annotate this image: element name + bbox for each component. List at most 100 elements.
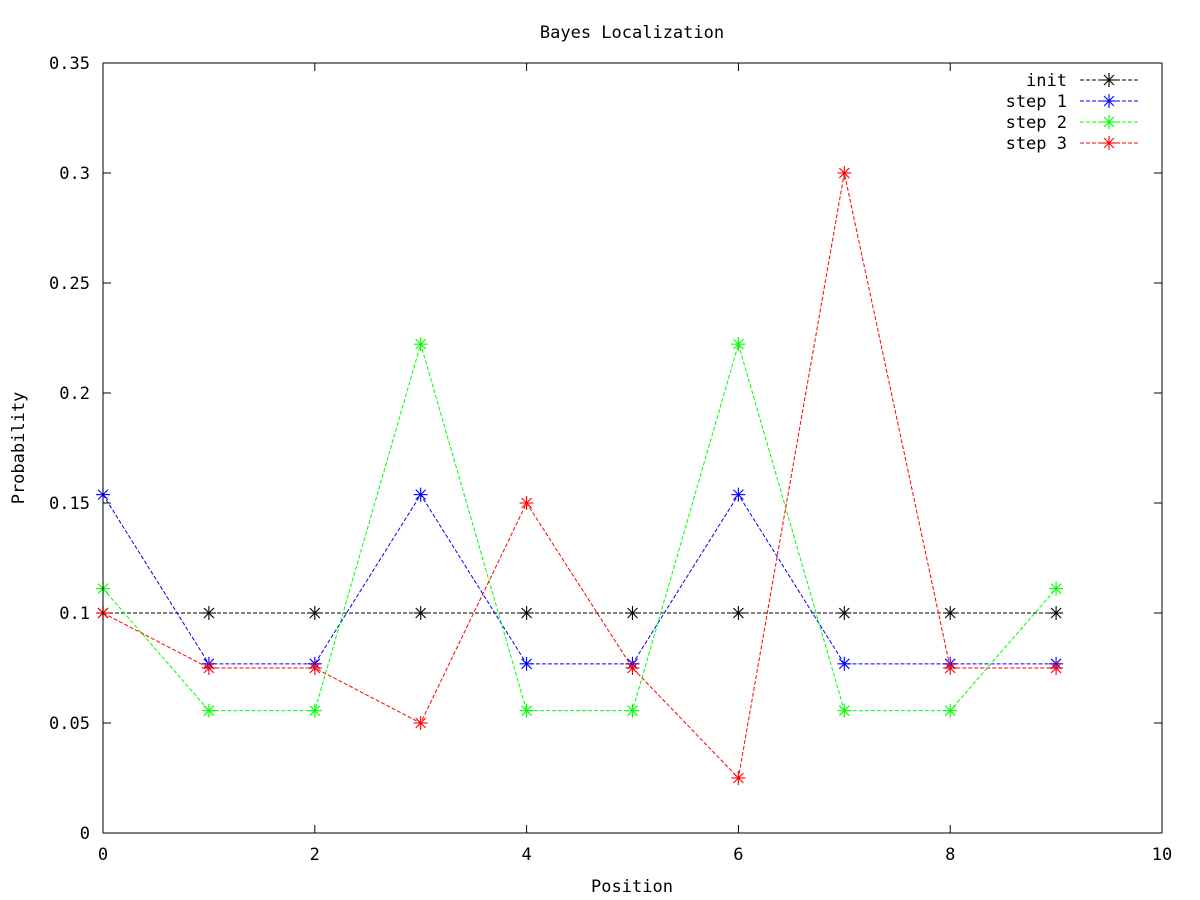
data-point-step-2	[943, 703, 958, 718]
data-point-step-3	[1049, 661, 1064, 675]
legend-marker	[1102, 73, 1116, 87]
data-point-step-3	[943, 661, 958, 675]
marker-stroke	[1103, 116, 1115, 128]
marker-stroke	[1103, 74, 1115, 86]
data-point-step-3	[625, 661, 640, 675]
data-point-step-1	[519, 656, 534, 671]
marker-stroke	[415, 607, 427, 619]
data-point-step-3	[731, 771, 746, 785]
marker-stroke	[1103, 137, 1115, 149]
marker-stroke	[733, 489, 744, 501]
legend-marker	[1102, 136, 1116, 150]
marker-stroke	[838, 607, 850, 619]
legend-marker	[1102, 115, 1116, 129]
series-step-3	[96, 166, 1064, 785]
x-tick-label: 2	[310, 845, 320, 865]
data-point-init	[731, 606, 746, 620]
series-line-step-2	[102, 342, 1057, 712]
series-step-1	[96, 487, 1064, 671]
data-point-step-3	[837, 166, 852, 180]
data-point-step-2	[413, 337, 428, 352]
series-line-step-3	[102, 172, 1057, 780]
data-point-step-2	[731, 337, 746, 352]
marker-stroke	[838, 167, 850, 179]
data-point-step-2	[1049, 581, 1064, 596]
marker-stroke	[627, 705, 638, 717]
legend-item-step-1: step 1	[1006, 92, 1138, 112]
legend-label: step 2	[1006, 113, 1067, 133]
legend-label: init	[1026, 71, 1067, 91]
plot-frame	[102, 62, 1163, 834]
x-tick-label: 8	[945, 845, 955, 865]
data-point-step-1	[837, 656, 852, 671]
y-tick-label: 0.25	[49, 274, 90, 294]
data-point-init	[307, 606, 322, 620]
data-point-step-2	[201, 703, 216, 718]
data-point-step-2	[837, 703, 852, 718]
marker-stroke	[203, 705, 215, 717]
data-point-init	[201, 606, 216, 620]
marker-stroke	[733, 772, 744, 784]
marker-stroke	[415, 489, 427, 501]
marker-stroke	[1050, 583, 1062, 594]
legend-item-init: init	[1026, 71, 1138, 91]
marker-stroke	[521, 497, 532, 509]
x-axis-label: Position	[591, 877, 673, 897]
data-point-step-1	[413, 487, 428, 502]
marker-stroke	[1050, 607, 1062, 619]
marker-stroke	[733, 338, 744, 350]
y-tick-label: 0.3	[59, 164, 90, 184]
chart-title: Bayes Localization	[540, 23, 724, 43]
y-tick-label: 0.1	[59, 604, 90, 624]
legend-label: step 3	[1006, 134, 1067, 154]
marker-stroke	[627, 662, 638, 674]
data-point-step-3	[519, 496, 534, 510]
data-point-init	[413, 606, 428, 620]
marker-stroke	[309, 662, 321, 674]
data-point-step-3	[413, 716, 428, 730]
marker-stroke	[944, 705, 956, 717]
marker-stroke	[838, 658, 850, 670]
marker-stroke	[1050, 662, 1062, 674]
marker-stroke	[1103, 95, 1115, 107]
marker-stroke	[521, 607, 532, 619]
marker-stroke	[733, 607, 744, 619]
legend-marker	[1102, 94, 1116, 108]
marker-stroke	[521, 658, 532, 670]
y-tick-label: 0.35	[49, 54, 90, 74]
data-point-init	[943, 606, 958, 620]
marker-stroke	[415, 717, 427, 729]
marker-stroke	[203, 607, 215, 619]
data-point-init	[837, 606, 852, 620]
marker-stroke	[203, 662, 215, 674]
marker-stroke	[944, 662, 956, 674]
marker-stroke	[309, 607, 321, 619]
y-tick-label: 0	[80, 824, 90, 844]
marker-stroke	[838, 705, 850, 717]
series-init	[96, 606, 1064, 620]
x-tick-label: 6	[733, 845, 743, 865]
data-point-init	[625, 606, 640, 620]
axes-group: 0 2 4 6 8 10 0 0.05 0.1 0.15 0.2 0.25 0.3 0.35	[49, 54, 1172, 865]
data-point-step-3	[201, 661, 216, 675]
y-tick-label: 0.15	[49, 494, 90, 514]
legend-label: step 1	[1006, 92, 1067, 112]
data-point-init	[1049, 606, 1064, 620]
y-tick-label: 0.05	[49, 714, 90, 734]
data-point-step-2	[625, 703, 640, 718]
marker-stroke	[309, 705, 321, 717]
data-point-step-2	[519, 703, 534, 718]
series-line-step-1	[102, 493, 1057, 665]
legend-item-step-3: step 3	[1006, 134, 1138, 154]
y-axis-label: Probability	[9, 392, 29, 505]
data-point-step-1	[731, 487, 746, 502]
y-tick-label: 0.2	[59, 384, 90, 404]
marker-stroke	[627, 607, 638, 619]
x-tick-label: 10	[1152, 845, 1172, 865]
data-point-step-2	[307, 703, 322, 718]
marker-stroke	[521, 705, 532, 717]
x-tick-label: 4	[521, 845, 531, 865]
legend-item-step-2: step 2	[1006, 113, 1138, 133]
